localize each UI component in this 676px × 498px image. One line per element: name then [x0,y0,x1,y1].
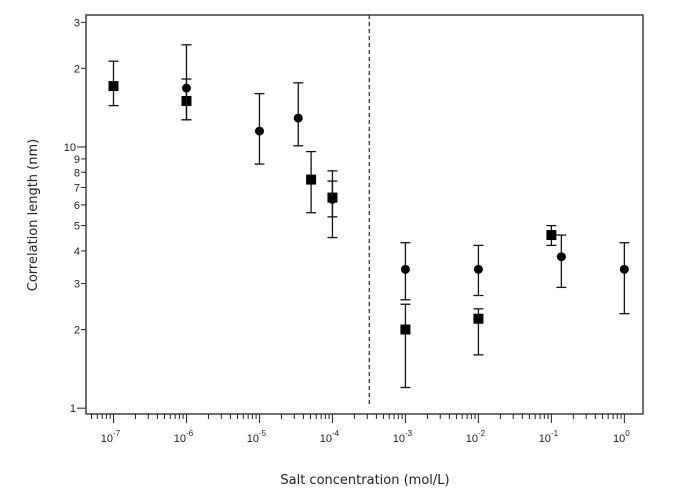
circle-point [400,264,410,274]
square-point [108,81,119,92]
y-tick-label: 4 [74,246,80,258]
data-marks [108,44,630,389]
y-tick-label: 2 [74,325,80,337]
plot-frame [85,14,644,415]
circle-point [556,252,566,262]
x-tick-label: 10-5 [247,429,267,445]
y-axis-label: Correlation length (nm) [26,139,41,291]
x-axis-label: Salt concentration (mol/L) [280,473,449,488]
x-tick-label: 10-4 [320,429,340,445]
x-tick-label: 10-3 [393,429,413,445]
x-tick-label: 10-6 [174,429,194,445]
square-point [473,313,484,324]
circle-point [181,83,191,93]
x-tick-label: 100 [613,429,630,445]
circle-point [293,113,303,123]
y-tick-label: 9 [74,154,80,166]
circle-point [473,264,483,274]
square-point [306,174,317,185]
y-tick-label: 2 [74,63,80,75]
square-point [400,324,411,335]
y-tick-label: 6 [74,200,80,212]
x-tick-label: 10-2 [466,429,486,445]
circle-point [327,194,337,204]
y-tick-label: 8 [74,167,80,179]
square-point [546,230,557,241]
axes: 10-7 10-6 10-5 10-4 10-3 10-2 10-1 100 1 2 3 4 5 6 7 89… [64,14,644,445]
circle-point [619,264,629,274]
x-tick-label: 10-1 [539,429,559,445]
circle-point [254,126,264,136]
y-tick-label: 3 [74,17,80,29]
y-tick-label: 7 [74,182,80,194]
y-tick-label: 3 [74,279,80,291]
y-tick-label: 5 [74,221,80,233]
y-tick-label: 10 [64,142,76,154]
y-tick-label: 1 [70,403,76,415]
x-tick-label: 10-7 [101,429,121,445]
